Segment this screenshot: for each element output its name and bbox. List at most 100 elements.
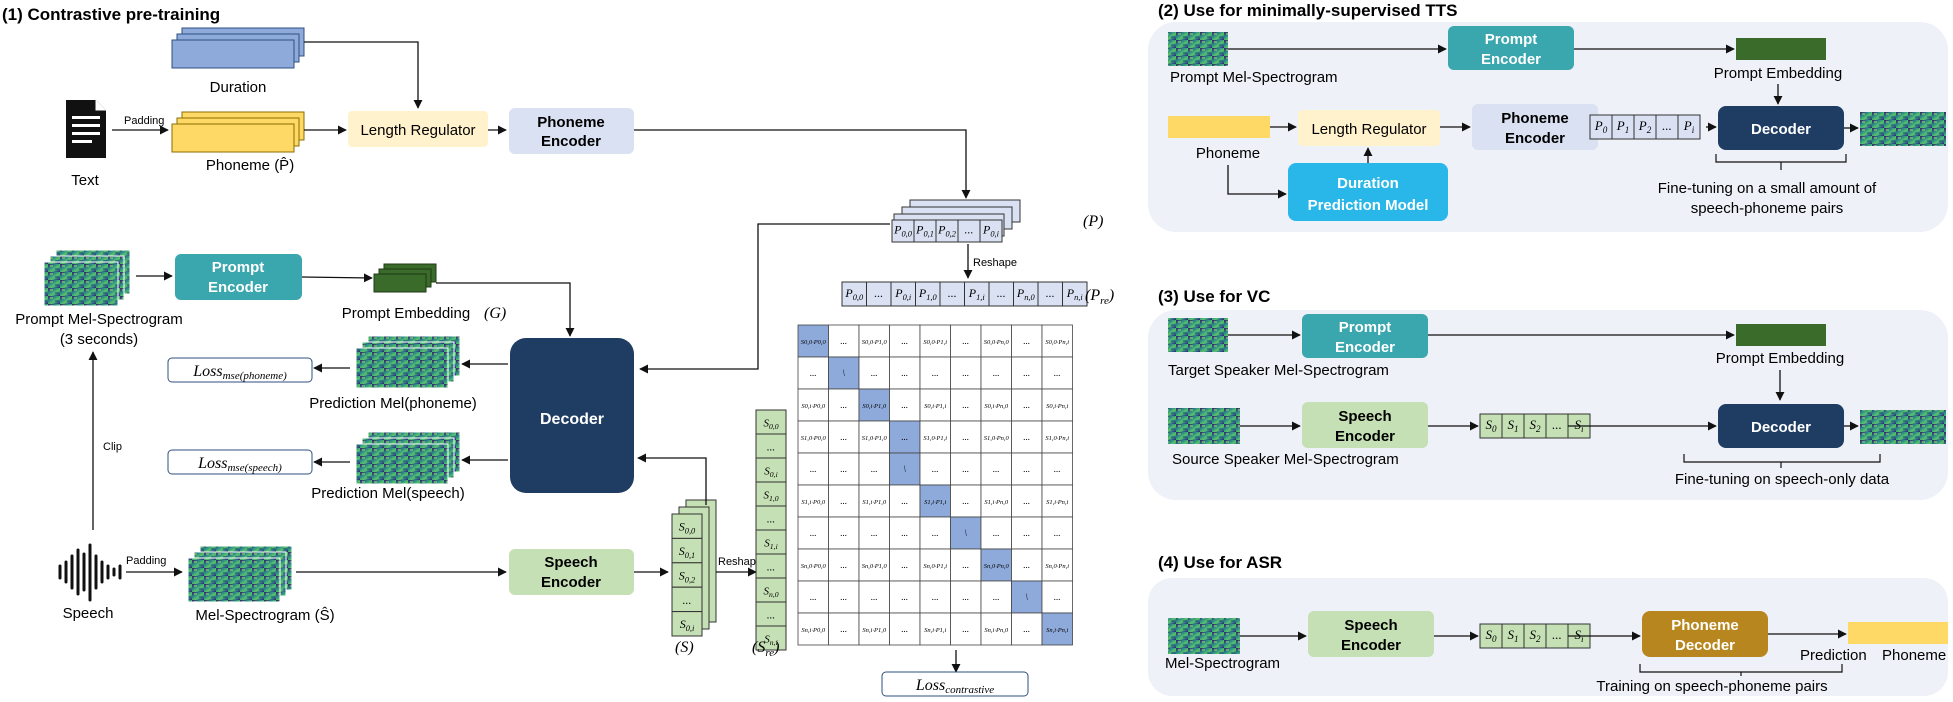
- matrix-cell-label: ...: [993, 464, 1000, 474]
- p2-prompt-mel: [1168, 32, 1228, 66]
- p2-duration-model-box: [1288, 163, 1448, 221]
- matrix-cell-label: Sn,0·P1,i: [923, 563, 947, 570]
- matrix-cell: [919, 484, 951, 518]
- p2-prompt-embedding-label: Prompt Embedding: [1714, 65, 1842, 82]
- pred-mel-speech-stack: [355, 431, 461, 485]
- loss-phoneme-label: Lossmse(phoneme): [192, 363, 287, 382]
- matrix-cell: [858, 484, 890, 518]
- p2-output-mel: [1860, 112, 1946, 146]
- prompt-encoder-l1: Prompt: [212, 259, 265, 276]
- p-cell-label: ...: [965, 223, 974, 237]
- matrix-cell-label: ...: [871, 528, 878, 538]
- sre-cell-label: ...: [767, 441, 775, 453]
- matrix-cell-label: ...: [840, 624, 847, 634]
- matrix-cell: [1041, 420, 1073, 454]
- p3-prompt-embedding-label: Prompt Embedding: [1716, 350, 1844, 367]
- matrix-cell-label: ...: [962, 432, 969, 442]
- p2-phoneme-box: [1168, 116, 1270, 138]
- sre-cell-label: ...: [767, 609, 775, 621]
- matrix-cell: [1041, 580, 1073, 614]
- speech-encoder-l1: Speech: [544, 554, 597, 571]
- phoneme-encoder-box: [509, 108, 634, 154]
- matrix-cell: [919, 580, 951, 614]
- p2-finetune-l2: speech-phoneme pairs: [1691, 200, 1844, 217]
- matrix-cell-label: \: [903, 464, 906, 474]
- p2-length-regulator-label: Length Regulator: [1311, 121, 1426, 138]
- matrix-cell: [858, 516, 890, 550]
- matrix-cell: [919, 420, 951, 454]
- duration-stack: [171, 27, 305, 69]
- panel3-title: (3) Use for VC: [1158, 287, 1270, 306]
- p4-phoneme-label: Phoneme: [1882, 647, 1946, 664]
- p3-prompt-encoder-box: [1302, 314, 1428, 358]
- p2-cells: P0 P1 P2... Pi: [1589, 114, 1701, 140]
- matrix-cell: [858, 612, 890, 646]
- pre-cell: [939, 281, 965, 307]
- matrix-cell: [889, 612, 921, 646]
- text-label: Text: [71, 172, 99, 189]
- pre-label: (Pre): [1085, 287, 1114, 307]
- matrix-cell: [858, 580, 890, 614]
- p3-prompt-embedding: [1736, 324, 1826, 346]
- matrix-cell-label: ...: [840, 400, 847, 410]
- p4-cell-label: ...: [1552, 627, 1562, 642]
- p2-decoder-label: Decoder: [1751, 121, 1811, 138]
- matrix-cell: [858, 324, 890, 358]
- phoneme-label: Phoneme (P̂): [206, 157, 294, 174]
- p3-target-mel-label: Target Speaker Mel-Spectrogram: [1168, 362, 1389, 379]
- p2-prompt-mel-label: Prompt Mel-Spectrogram: [1170, 69, 1338, 86]
- matrix-cell-label: ...: [840, 592, 847, 602]
- matrix-cell-label: ...: [901, 624, 908, 634]
- matrix-cell: [828, 356, 860, 390]
- matrix-cell-label: ...: [901, 528, 908, 538]
- matrix-cell: [889, 356, 921, 390]
- matrix-cell: [919, 324, 951, 358]
- matrix-cell-label: ...: [1023, 560, 1030, 570]
- p-cell-label: P0,0: [893, 223, 913, 239]
- matrix-cell-label: ...: [871, 368, 878, 378]
- s-cell: [671, 537, 703, 564]
- matrix-cell: [919, 548, 951, 582]
- p4-cell-label: S0: [1485, 627, 1497, 644]
- matrix-cell-label: S1,0·P0,0: [801, 435, 827, 442]
- document-icon: [66, 100, 106, 158]
- pre-cell-label: P1,0: [918, 286, 938, 302]
- pre-cell-label: P0,i: [894, 286, 912, 302]
- matrix-cell-label: S1,i·P1,i: [924, 499, 946, 506]
- matrix-cell: [980, 548, 1012, 582]
- matrix-cell-label: ...: [962, 464, 969, 474]
- s-label: (S): [675, 639, 694, 656]
- p-cells: P0,0 P0,1 P0,2... P0,i: [891, 219, 1003, 243]
- matrix-cell-label: \: [842, 368, 845, 378]
- p2-finetune-l1: Fine-tuning on a small amount of: [1658, 180, 1877, 197]
- p2-length-regulator-box: [1298, 110, 1440, 146]
- matrix-cell-label: Sn,0·Pn,0: [984, 563, 1010, 570]
- pre-cell-label: ...: [1046, 286, 1055, 300]
- p2-prompt-embedding: [1736, 38, 1826, 60]
- speech-label: Speech: [63, 605, 114, 622]
- matrix-cell: [797, 388, 829, 422]
- matrix-cell-label: ...: [962, 560, 969, 570]
- p2-duration-l2: Prediction Model: [1308, 197, 1429, 214]
- matrix-cell-label: ...: [993, 528, 1000, 538]
- matrix-cell-label: Sn,i·Pn,i: [1046, 627, 1068, 634]
- sre-cell-label: Sn,0: [763, 585, 778, 599]
- p3-decoder-label: Decoder: [1751, 419, 1811, 436]
- p4-training-label: Training on speech-phoneme pairs: [1596, 678, 1827, 695]
- matrix-cell: [950, 420, 982, 454]
- matrix-cell: [950, 484, 982, 518]
- matrix-cell-label: ...: [962, 368, 969, 378]
- matrix-cell-label: ...: [901, 336, 908, 346]
- matrix-cell: [1041, 516, 1073, 550]
- matrix-cell-label: S1,0·P1,i: [923, 435, 947, 442]
- matrix-cell-label: ...: [1023, 464, 1030, 474]
- matrix-cell-label: \: [964, 528, 967, 538]
- p-cell-label: P0,1: [915, 223, 934, 239]
- matrix-cell-label: ...: [840, 464, 847, 474]
- padding-label-speech: Padding: [126, 555, 166, 567]
- sre-label: (Sre): [752, 639, 779, 659]
- s-cells: S0,0 S0,1 S0,2... S0,i: [671, 513, 703, 637]
- matrix-cell-label: ...: [1054, 368, 1061, 378]
- matrix-cell-label: ...: [901, 496, 908, 506]
- p4-cell-label: S1: [1507, 627, 1518, 644]
